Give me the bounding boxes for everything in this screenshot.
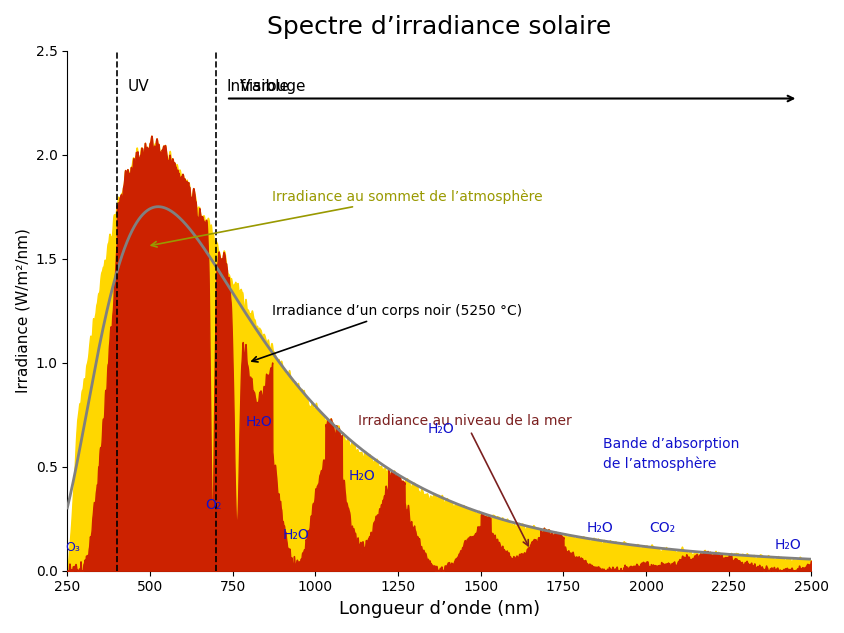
Text: Irradiance au sommet de l’atmosphère: Irradiance au sommet de l’atmosphère [151,189,543,247]
Text: H₂O: H₂O [246,415,273,429]
Text: H₂O: H₂O [587,522,614,536]
Y-axis label: Irradiance (W/m²/nm): Irradiance (W/m²/nm) [15,229,30,393]
Text: H₂O: H₂O [428,422,454,436]
Text: Irradiance d’un corps noir (5250 °C): Irradiance d’un corps noir (5250 °C) [252,304,522,362]
Text: UV: UV [127,79,149,94]
Text: H₂O: H₂O [282,527,309,542]
Text: Visible: Visible [240,79,289,94]
Title: Spectre d’irradiance solaire: Spectre d’irradiance solaire [268,15,612,39]
Text: O₂: O₂ [206,498,222,513]
Text: H₂O: H₂O [349,469,375,484]
Text: Infrarouge: Infrarouge [226,78,306,94]
X-axis label: Longueur d’onde (nm): Longueur d’onde (nm) [338,600,540,618]
Text: CO₂: CO₂ [650,522,676,536]
Text: H₂O: H₂O [775,538,802,552]
Text: O₃: O₃ [65,541,79,554]
Text: Bande d’absorption
de l’atmosphère: Bande d’absorption de l’atmosphère [603,437,739,472]
Text: Irradiance au niveau de la mer: Irradiance au niveau de la mer [359,414,572,546]
